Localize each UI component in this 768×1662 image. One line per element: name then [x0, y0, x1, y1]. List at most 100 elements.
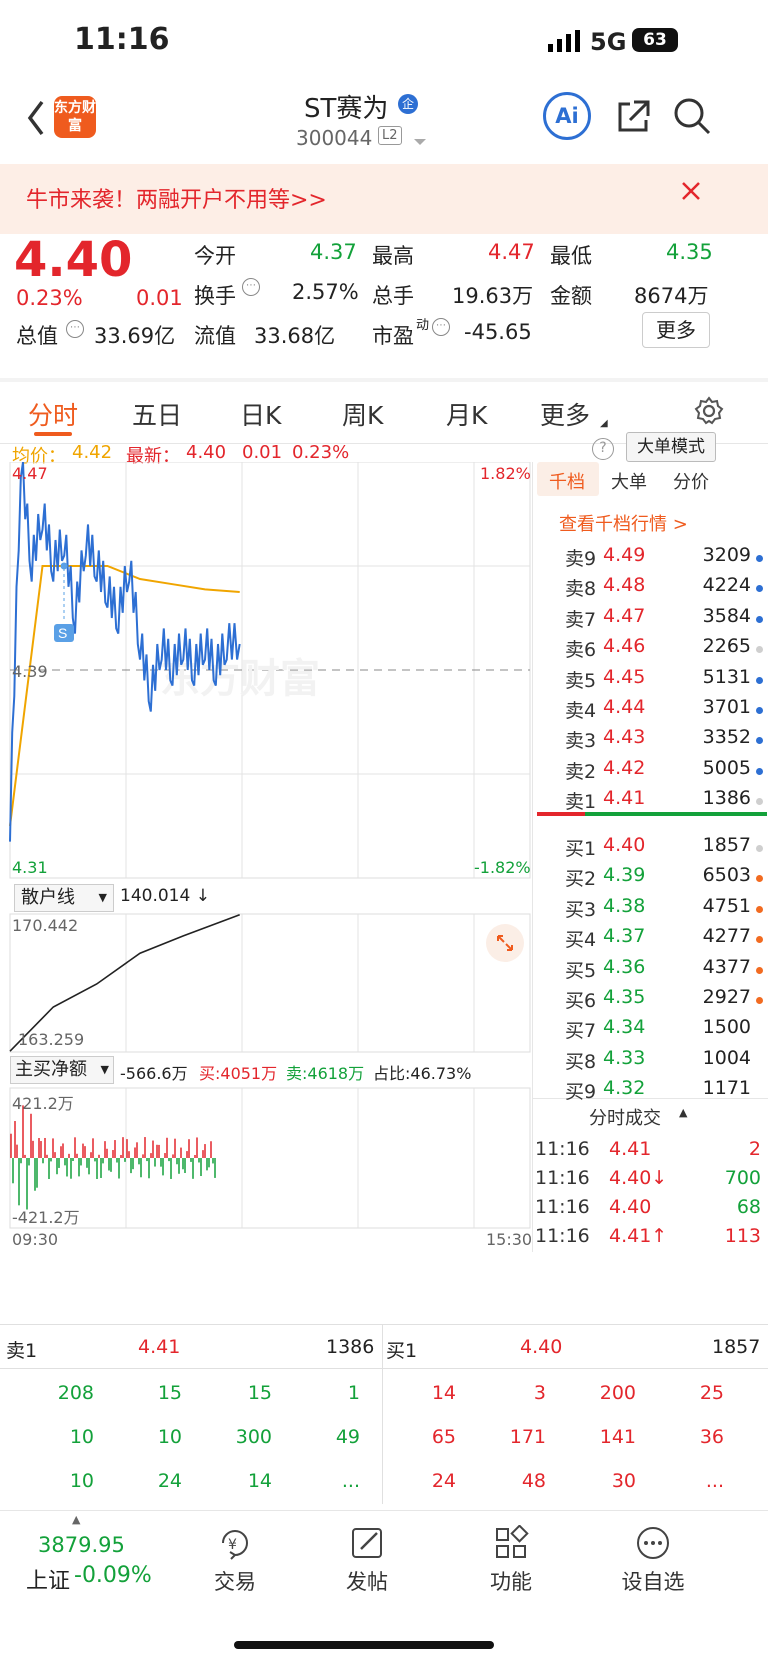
expand-icon[interactable] — [486, 924, 524, 962]
ob-price: 4.38 — [603, 894, 646, 917]
trade-time: 11:16 — [535, 1138, 590, 1160]
dropdown-icon: ▼ — [98, 891, 107, 904]
nav-add-watchlist[interactable]: 设自选 — [598, 1525, 708, 1596]
open-value: 4.37 — [310, 240, 357, 264]
promo-text[interactable]: 牛市来袭！两融开户不用等>> — [26, 188, 327, 213]
ob-dot-icon — [756, 905, 763, 913]
retail-selector[interactable]: 散户线 ▼ — [14, 884, 114, 912]
order-book-row[interactable]: 卖1 4.41 1386 — [565, 787, 765, 819]
enterprise-badge: 企 — [398, 94, 418, 114]
order-book-row[interactable]: 买1 4.40 1857 — [565, 834, 765, 866]
order-book-row[interactable]: 卖4 4.44 3701 — [565, 696, 765, 728]
flow-ratio: 占比:46.73% — [373, 1064, 472, 1083]
ob-volume: 3701 — [702, 696, 751, 718]
info-icon[interactable]: ⋯ — [242, 278, 260, 296]
tab-five-day[interactable]: 五日 — [132, 401, 183, 430]
ob-tab-thousand[interactable]: 千档 — [549, 472, 585, 493]
last-pct: 0.23% — [292, 442, 350, 463]
tab-day-k[interactable]: 日K — [240, 401, 282, 430]
order-book-row[interactable]: 卖7 4.47 3584 — [565, 605, 765, 637]
sell-signal-marker[interactable] — [54, 624, 74, 642]
nav-post[interactable]: 发帖 — [312, 1525, 422, 1596]
ob-level: 卖4 — [565, 700, 597, 722]
order-book-row[interactable]: 买3 4.38 4751 — [565, 895, 765, 927]
nav-trade[interactable]: ¥ 交易 — [180, 1525, 290, 1596]
app-logo: 东方财富 — [54, 96, 96, 138]
index-name[interactable]: 上证 — [26, 1569, 71, 1594]
svg-text:S: S — [58, 625, 67, 641]
trade-volume: 113 — [724, 1225, 761, 1247]
order-book-row[interactable]: 买6 4.35 2927 — [565, 986, 765, 1018]
pe-sup: 动 — [416, 318, 430, 333]
tab-more[interactable]: 更多 — [540, 401, 591, 430]
order-book-row[interactable]: 买9 4.32 1171 — [565, 1077, 765, 1109]
ob-level: 买4 — [565, 929, 597, 952]
nav-functions[interactable]: 功能 — [456, 1524, 566, 1596]
ob-price: 4.44 — [603, 696, 646, 718]
ob-price: 4.48 — [603, 574, 646, 597]
tab-week-k[interactable]: 周K — [342, 401, 384, 430]
last-price: 4.40 — [14, 232, 133, 288]
ob-volume: 5131 — [702, 665, 751, 688]
tab-month-k[interactable]: 月K — [446, 401, 488, 430]
order-queue: 卖1 4.41 1386 买1 4.40 1857 208 15 15 1 10 10 30… — [0, 1324, 768, 1504]
queue-cell: 36 — [699, 1426, 724, 1448]
flow-selector[interactable]: 主买净额 ▼ — [10, 1056, 114, 1084]
ob-dot-icon — [756, 707, 763, 714]
last-change: 0.01 — [242, 442, 283, 463]
info-icon[interactable]: ⋯ — [432, 318, 450, 336]
index-value[interactable]: 3879.95 — [38, 1533, 125, 1557]
order-book-row[interactable]: 买2 4.39 6503 — [565, 864, 765, 896]
view-depth-link[interactable]: 查看千档行情 > — [559, 514, 688, 535]
gear-icon[interactable] — [694, 396, 724, 430]
big-order-mode-button[interactable]: 大单模式 — [626, 432, 716, 462]
ob-tab-by-price[interactable]: 分价 — [673, 472, 709, 493]
trade-price: 4.40 — [609, 1196, 652, 1218]
network-label: 5G — [590, 28, 627, 56]
order-book-row[interactable]: 卖5 4.45 5131 — [565, 666, 765, 698]
back-icon[interactable] — [24, 98, 48, 142]
mcap-label: 总值 — [16, 324, 58, 348]
share-icon[interactable] — [614, 98, 652, 140]
trade-row: 11:16 4.41↑ 113 — [535, 1225, 763, 1257]
order-book-row[interactable]: 卖6 4.46 2265 — [565, 635, 765, 667]
ob-volume: 2927 — [702, 986, 751, 1008]
chevron-down-icon[interactable] — [413, 132, 427, 151]
search-icon[interactable] — [672, 96, 712, 140]
info-icon[interactable]: ⋯ — [66, 320, 84, 338]
more-button[interactable]: 更多 — [642, 312, 710, 348]
queue-cell: 3 — [533, 1382, 546, 1404]
ob-price: 4.40 — [603, 834, 646, 856]
order-book-row[interactable]: 买8 4.33 1004 — [565, 1047, 765, 1079]
order-book-row[interactable]: 买5 4.36 4377 — [565, 956, 765, 988]
order-book-row[interactable]: 买4 4.37 4277 — [565, 925, 765, 957]
ob-dot-icon — [756, 555, 763, 562]
help-icon[interactable]: ? — [592, 438, 614, 460]
ob-level: 买6 — [565, 990, 597, 1012]
queue-cell: 25 — [699, 1382, 724, 1404]
trades-title[interactable]: 分时成交 — [589, 1108, 661, 1129]
mcap-value: 33.69亿 — [94, 324, 176, 348]
ob-price: 4.35 — [603, 986, 646, 1008]
status-bar: 11:16 5G 63 — [0, 0, 768, 86]
bottom-nav: ▲ 3879.95 上证 -0.09% ¥ 交易 发帖 功能 设自选 — [0, 1510, 768, 1662]
queue-cell: 10 — [69, 1426, 94, 1448]
amount-value: 8674万 — [634, 284, 709, 308]
order-book-row[interactable]: 卖8 4.48 4224 — [565, 574, 765, 606]
tab-intraday[interactable]: 分时 — [28, 401, 79, 430]
close-icon[interactable] — [680, 180, 702, 206]
index-change[interactable]: -0.09% — [74, 1563, 152, 1588]
ob-tab-big-order[interactable]: 大单 — [611, 472, 647, 493]
order-book-row[interactable]: 卖9 4.49 3209 — [565, 544, 765, 576]
volume-value: 19.63万 — [452, 284, 534, 308]
ob-volume: 5005 — [702, 756, 751, 779]
order-book-row[interactable]: 卖3 4.43 3352 — [565, 726, 765, 758]
order-book-row[interactable]: 买7 4.34 1500 — [565, 1016, 765, 1048]
level-badge[interactable]: L2 — [378, 126, 402, 145]
order-book-row[interactable]: 卖2 4.42 5005 — [565, 757, 765, 789]
low-value: 4.35 — [666, 240, 713, 264]
promo-banner[interactable]: 牛市来袭！两融开户不用等>> — [0, 164, 768, 234]
stock-name: ST赛为 — [304, 94, 389, 124]
ai-button[interactable]: Ai — [543, 92, 591, 140]
price-chart[interactable]: 东方财富 S — [0, 462, 532, 1262]
